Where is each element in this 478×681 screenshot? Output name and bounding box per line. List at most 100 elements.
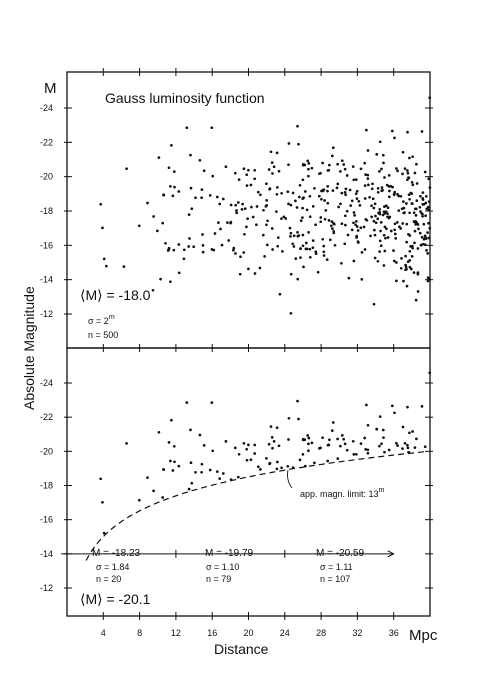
data-point: [330, 220, 334, 223]
data-point: [259, 193, 262, 197]
data-point: [328, 238, 332, 242]
data-point: [259, 468, 262, 471]
xtick-label: 24: [280, 628, 290, 638]
data-point: [161, 221, 165, 225]
data-point: [354, 178, 358, 181]
data-point: [402, 200, 405, 203]
data-point: [321, 161, 324, 165]
data-point: [200, 470, 203, 474]
data-point: [172, 248, 176, 252]
data-point: [162, 193, 165, 197]
data-point: [152, 215, 155, 218]
data-point: [190, 207, 194, 211]
data-point: [242, 251, 246, 254]
data-point: [383, 176, 386, 179]
xtick-label: 8: [137, 628, 142, 638]
data-point: [275, 426, 279, 430]
data-point: [321, 188, 325, 192]
data-point: [424, 195, 428, 198]
data-point: [331, 421, 335, 424]
data-point: [255, 205, 259, 208]
data-point: [189, 186, 193, 190]
data-point: [322, 250, 326, 254]
data-point: [352, 259, 356, 263]
data-point: [347, 276, 351, 280]
data-point: [402, 279, 405, 283]
data-point: [414, 214, 418, 217]
data-point: [329, 224, 333, 228]
data-point: [324, 209, 328, 212]
data-point: [426, 231, 429, 234]
data-point: [177, 271, 181, 275]
data-point: [265, 182, 268, 186]
data-point: [366, 423, 370, 427]
data-point: [403, 167, 407, 170]
data-point: [337, 205, 340, 209]
data-point: [146, 476, 149, 479]
data-point: [299, 247, 302, 251]
data-point: [301, 233, 305, 237]
data-point: [415, 182, 419, 185]
data-point: [194, 470, 197, 474]
data-point: [343, 242, 347, 246]
data-point: [301, 453, 305, 456]
data-point: [424, 237, 428, 240]
data-point: [403, 441, 407, 445]
data-point: [426, 279, 430, 283]
data-point: [303, 190, 307, 193]
data-point: [340, 222, 344, 226]
data-point: [426, 276, 430, 280]
data-point: [289, 203, 293, 207]
data-point: [393, 136, 396, 140]
data-point: [417, 227, 420, 231]
data-point: [307, 449, 310, 453]
data-point: [125, 442, 128, 445]
data-point: [385, 227, 388, 231]
data-point: [428, 96, 432, 100]
data-point: [305, 208, 309, 212]
data-point: [295, 206, 299, 209]
data-point: [217, 221, 220, 224]
data-point: [276, 244, 280, 248]
data-point: [386, 212, 389, 216]
bottom-ytick-label: -14: [40, 549, 53, 559]
data-point: [352, 178, 356, 182]
data-point: [354, 223, 357, 227]
data-point: [386, 215, 389, 219]
data-point: [402, 211, 406, 215]
data-point: [237, 178, 241, 181]
data-point: [370, 187, 374, 191]
data-point: [364, 218, 368, 221]
data-point: [343, 191, 347, 194]
bin-2-sigma: σ = 1.10: [206, 562, 239, 572]
data-point: [310, 166, 314, 170]
data-point: [221, 197, 225, 201]
data-point: [265, 199, 269, 202]
data-point: [404, 254, 407, 258]
data-point: [271, 172, 274, 175]
data-point: [159, 277, 162, 281]
data-point: [395, 279, 398, 283]
data-point: [276, 186, 279, 189]
data-point: [164, 241, 167, 245]
data-point: [280, 191, 283, 195]
data-point: [422, 222, 426, 226]
data-point: [220, 243, 224, 247]
data-point: [272, 165, 276, 169]
data-point: [344, 193, 347, 197]
data-point: [270, 436, 274, 439]
data-point: [317, 194, 321, 198]
data-point: [323, 217, 327, 221]
data-point: [307, 162, 311, 165]
data-point: [339, 170, 342, 173]
x-axis-label: Distance: [214, 641, 269, 657]
data-point: [350, 199, 354, 203]
data-point: [286, 190, 290, 194]
data-point: [399, 266, 403, 270]
data-point: [258, 266, 262, 270]
data-point: [208, 468, 212, 472]
data-point: [187, 245, 191, 248]
data-point: [265, 243, 269, 247]
data-point: [213, 232, 217, 235]
data-point: [167, 441, 171, 444]
